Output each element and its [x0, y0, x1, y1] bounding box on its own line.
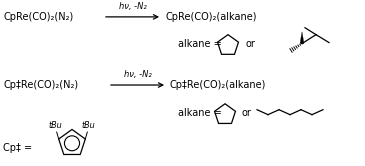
Text: alkane =: alkane = [178, 108, 225, 118]
Text: tBu: tBu [81, 121, 95, 130]
Text: CpRe(CO)₂(N₂): CpRe(CO)₂(N₂) [3, 12, 73, 22]
Text: CpRe(CO)₂(alkane): CpRe(CO)₂(alkane) [165, 12, 257, 22]
Text: tBu: tBu [49, 121, 62, 130]
Text: Cp‡ =: Cp‡ = [3, 143, 32, 153]
Text: or: or [245, 39, 255, 48]
Text: Cp‡Re(CO)₂(alkane): Cp‡Re(CO)₂(alkane) [170, 80, 266, 90]
Text: Cp‡Re(CO)₂(N₂): Cp‡Re(CO)₂(N₂) [3, 80, 78, 90]
Polygon shape [300, 32, 304, 43]
Text: hν, -N₂: hν, -N₂ [119, 2, 146, 11]
Text: alkane =: alkane = [178, 39, 225, 48]
Text: or: or [242, 108, 252, 118]
Text: hν, -N₂: hν, -N₂ [124, 70, 151, 79]
